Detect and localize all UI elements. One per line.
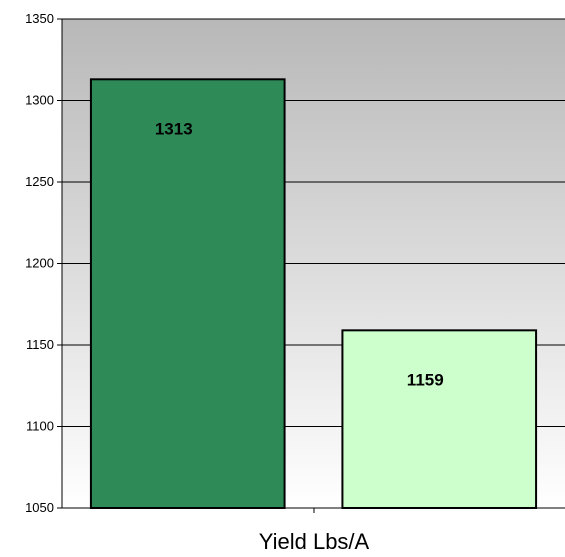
data-labels: 1313 1159 bbox=[155, 119, 444, 389]
y-tick-label: 1050 bbox=[25, 500, 54, 515]
axes bbox=[57, 18, 565, 513]
y-tick-label: 1150 bbox=[26, 337, 54, 352]
y-tick-labels: 1050 1100 1150 1200 1250 1300 1350 bbox=[25, 11, 54, 515]
x-axis-title: Yield Lbs/A bbox=[259, 529, 370, 554]
y-tick-label: 1300 bbox=[25, 93, 54, 108]
bar-1 bbox=[89, 78, 286, 509]
y-tick-label: 1350 bbox=[25, 11, 54, 26]
data-label-1: 1313 bbox=[155, 119, 193, 138]
bar-2 bbox=[341, 329, 538, 509]
data-label-2: 1159 bbox=[407, 370, 444, 389]
y-tick-label: 1100 bbox=[26, 419, 54, 434]
bars bbox=[89, 78, 538, 509]
y-tick-label: 1250 bbox=[25, 174, 54, 189]
y-tick-label: 1200 bbox=[25, 256, 54, 271]
